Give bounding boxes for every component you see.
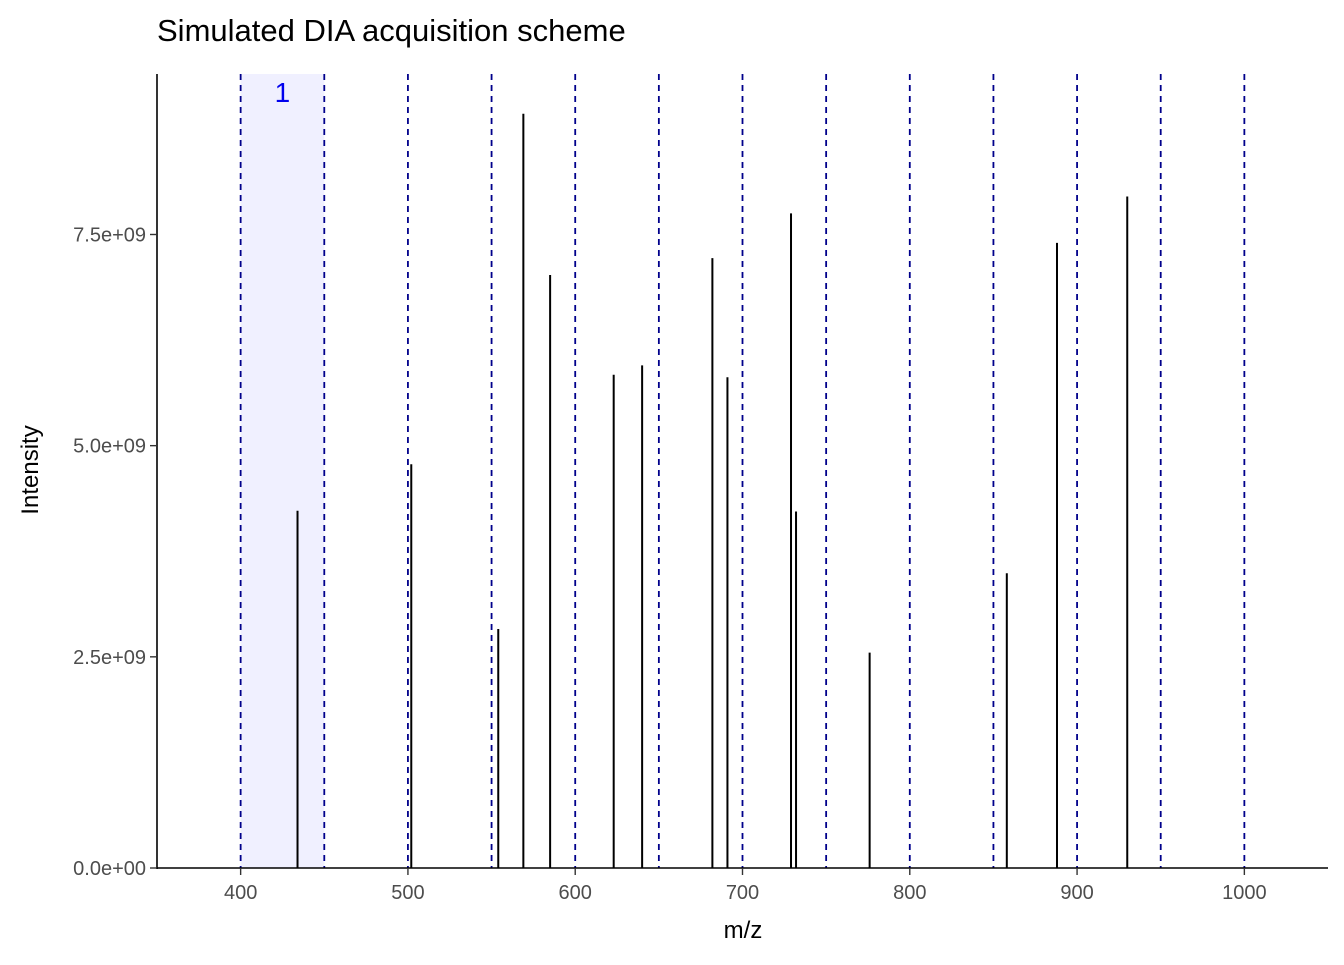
x-tick-label-900: 900 <box>1060 882 1093 904</box>
highlight-window <box>240 74 325 868</box>
x-axis-title: m/z <box>724 917 763 944</box>
x-tick-label-600: 600 <box>559 882 592 904</box>
y-axis-title: Intensity <box>17 425 44 514</box>
x-tick-label-400: 400 <box>224 882 257 904</box>
window-boundary-layer <box>239 74 1246 868</box>
y-tick-label-0: 0.0e+00 <box>73 858 146 880</box>
highlight-window-label: 1 <box>275 77 291 108</box>
x-tick-label-800: 800 <box>893 882 926 904</box>
x-tick-label-1000: 1000 <box>1222 882 1267 904</box>
x-tick-label-700: 700 <box>726 882 759 904</box>
axis-layer: 400 500 600 700 800 900 1000 0.0e+00 2.5e+09 5.0e… <box>73 74 1328 904</box>
peak-layer <box>296 113 1129 868</box>
chart-title: Simulated DIA acquisition scheme <box>157 13 626 48</box>
highlight-window-layer: 1 <box>240 74 325 868</box>
x-tick-label-500: 500 <box>391 882 424 904</box>
y-tick-label-2: 5.0e+09 <box>73 436 146 458</box>
y-tick-label-1: 2.5e+09 <box>73 647 146 669</box>
y-tick-label-3: 7.5e+09 <box>73 224 146 246</box>
